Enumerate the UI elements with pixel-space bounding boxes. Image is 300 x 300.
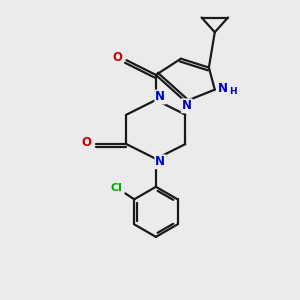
Text: Cl: Cl — [111, 182, 122, 193]
Text: O: O — [82, 136, 92, 149]
Text: O: O — [112, 51, 123, 64]
Text: N: N — [155, 91, 165, 103]
Text: N: N — [155, 155, 165, 168]
Text: N: N — [218, 82, 228, 95]
Text: N: N — [182, 99, 192, 112]
Text: H: H — [229, 88, 237, 97]
